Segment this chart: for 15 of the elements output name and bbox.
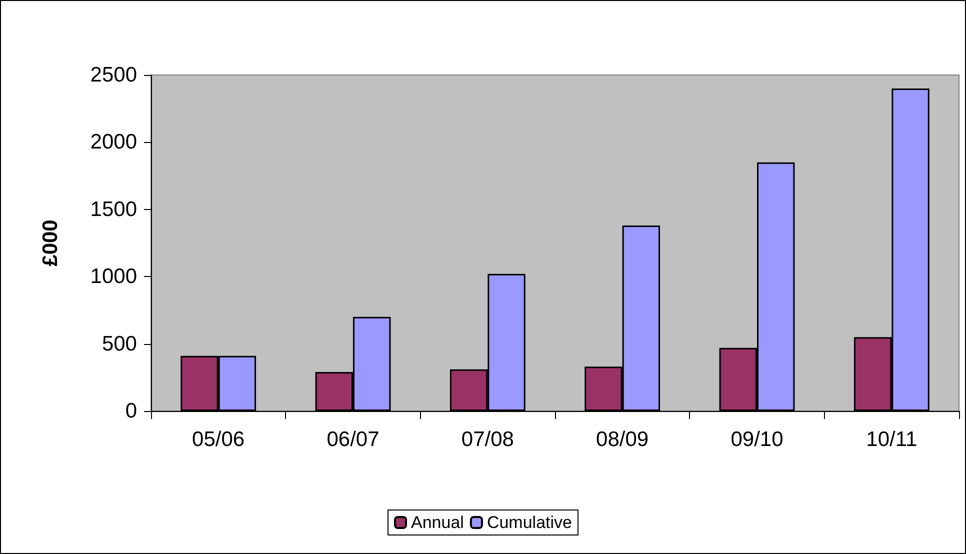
y-axis-title: £000: [39, 220, 62, 266]
legend-label: Annual: [411, 513, 464, 532]
x-tick-label: 08/09: [596, 428, 649, 451]
y-tick-label: 2500: [90, 64, 137, 86]
y-tick-label: 1000: [90, 265, 137, 288]
y-tick-label: 1500: [90, 198, 137, 221]
x-tick-label: 07/08: [461, 428, 514, 451]
legend-label: Cumulative: [486, 513, 572, 532]
y-tick-label: 2000: [90, 130, 137, 154]
x-tick-label: 05/06: [192, 428, 245, 451]
y-tick-label: 500: [102, 332, 137, 356]
x-tick-label: 09/10: [730, 428, 784, 451]
x-tick-label: 10/11: [866, 428, 918, 451]
x-tick-label: 06/07: [326, 428, 380, 451]
y-tick-label: 0: [125, 400, 137, 422]
